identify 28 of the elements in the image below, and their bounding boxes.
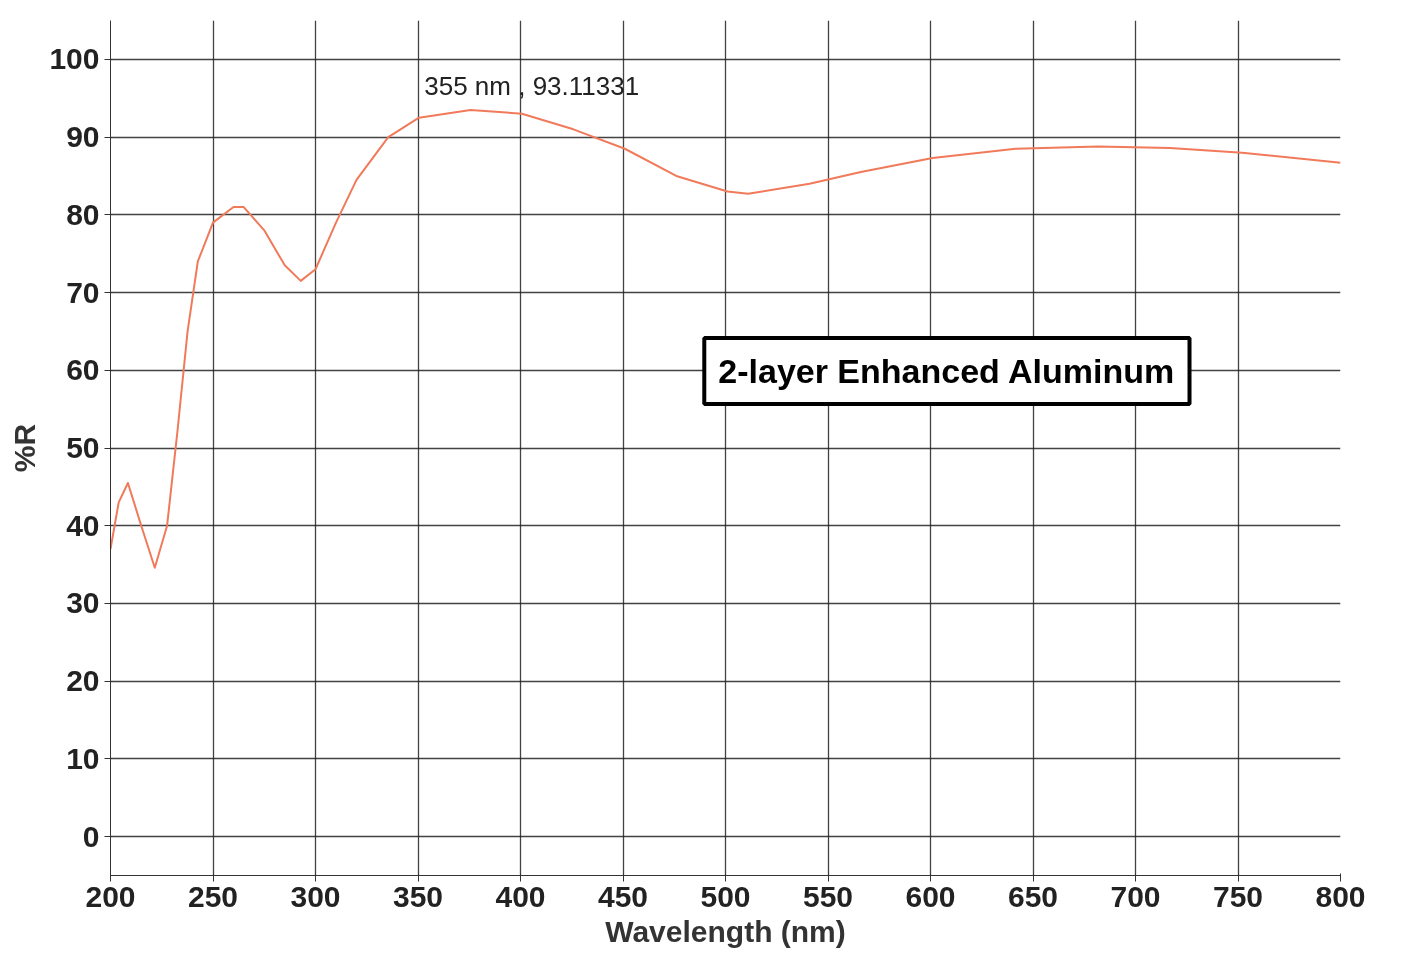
y-tick-label: 10 — [66, 741, 100, 775]
y-tick-label: 60 — [66, 353, 100, 387]
y-tick-label: 50 — [66, 431, 100, 464]
x-tick-label: 600 — [905, 879, 956, 913]
x-tick-label: 650 — [1007, 879, 1059, 913]
x-tick-label: 700 — [1110, 879, 1161, 913]
x-axis-title: Wavelength (nm) — [605, 914, 846, 948]
x-tick-label: 500 — [700, 879, 751, 913]
y-tick-label: 20 — [66, 664, 100, 698]
y-tick-label: 80 — [66, 197, 100, 231]
annotation: 2-layer Enhanced Aluminum — [718, 352, 1175, 391]
y-tick-label: 70 — [66, 275, 100, 309]
x-tick-label: 350 — [392, 879, 444, 913]
y-tick-label: 40 — [66, 508, 100, 542]
line-series — [110, 108, 1341, 569]
y-axis-title: %R — [8, 423, 42, 473]
x-tick-label: 300 — [290, 879, 341, 913]
x-tick-label: 750 — [1212, 879, 1264, 913]
y-tick-label: 100 — [49, 42, 100, 76]
x-tick-label: 200 — [85, 879, 136, 913]
x-tick-label: 250 — [187, 879, 239, 913]
y-tick-label: 0 — [82, 819, 100, 853]
y-tick-label: 30 — [66, 586, 100, 620]
x-tick-label: 550 — [802, 879, 854, 913]
x-tick-label: 400 — [495, 879, 546, 913]
x-tick-label: 450 — [597, 879, 649, 913]
y-tick-label: 90 — [66, 120, 100, 154]
x-tick-label: 800 — [1315, 879, 1366, 913]
